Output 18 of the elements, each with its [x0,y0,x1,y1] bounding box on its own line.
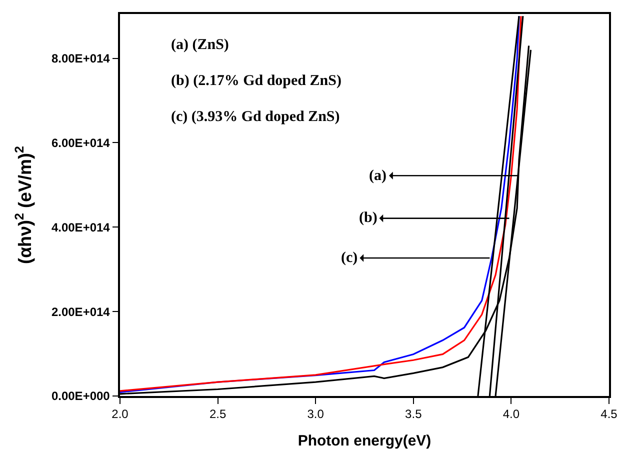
y-tick-label: 4.00E+014 [51,220,110,234]
y-tick-label: 0.00E+000 [51,389,110,404]
x-tick-label: 3.0 [307,407,324,422]
x-tick-label: 3.5 [405,407,422,422]
y-tick-label: 8.00E+014 [51,52,110,66]
x-axis-title: Photon energy(eV) [298,432,432,450]
annotation: (c) [341,250,358,266]
annotation: (b) (2.17% Gd doped ZnS) [171,73,342,89]
y-tick-label: 6.00E+014 [51,136,110,150]
annotation: (b) [359,210,378,226]
annotation: (a) (ZnS) [171,37,229,53]
y-tick-label: 2.00E+014 [51,304,110,319]
annotation: (a) [369,168,386,184]
annotation: (c) (3.93% Gd doped ZnS) [171,109,340,125]
x-tick-label: 2.5 [209,407,226,422]
x-tick-label: 2.0 [112,407,129,422]
x-tick-label: 4.5 [600,407,618,422]
x-tick-label: 4.0 [502,407,520,422]
